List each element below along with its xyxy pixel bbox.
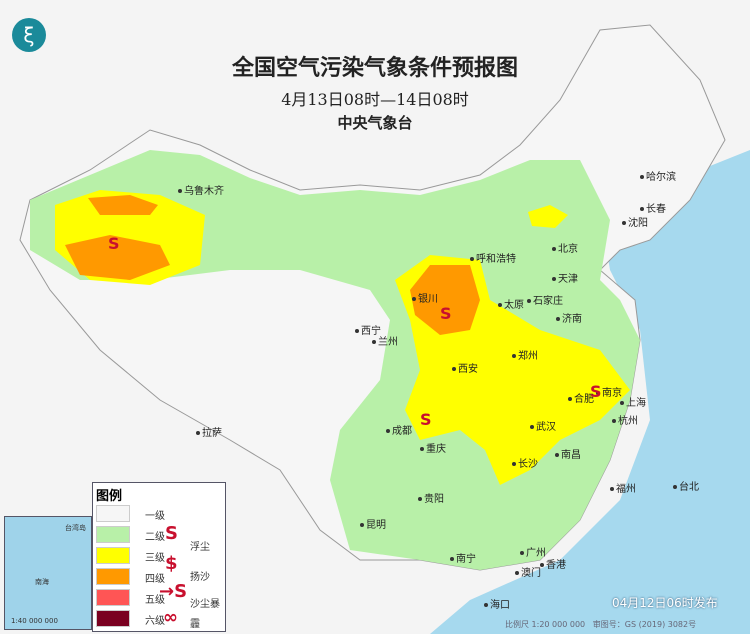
blowing-sand-icon: $ bbox=[165, 553, 178, 574]
city-label: 银川 bbox=[412, 290, 438, 305]
city-label: 武汉 bbox=[530, 418, 556, 433]
legend-level: 二级 bbox=[145, 532, 165, 543]
legend-title: 图例 bbox=[96, 489, 123, 504]
city-label: 郑州 bbox=[512, 347, 538, 362]
city-label: 重庆 bbox=[420, 440, 446, 455]
haze-icon: ∞ bbox=[163, 607, 178, 628]
city-label: 上海 bbox=[620, 394, 646, 409]
sea bbox=[430, 150, 750, 634]
floating-dust-icon: S bbox=[590, 382, 602, 401]
level4-area bbox=[65, 235, 170, 280]
city-label: 贵阳 bbox=[418, 490, 444, 505]
sandstorm-icon: →S bbox=[159, 581, 188, 602]
inset-scale: 1:40 000 000 bbox=[11, 617, 58, 625]
city-label: 合肥 bbox=[568, 390, 594, 405]
cma-logo: ξ bbox=[12, 18, 46, 52]
city-label: 南昌 bbox=[555, 446, 581, 461]
south-china-sea-inset: 南海 台湾岛 1:40 000 000 bbox=[4, 516, 92, 630]
city-label: 长沙 bbox=[512, 455, 538, 470]
city-label: 兰州 bbox=[372, 333, 398, 348]
city-label: 南宁 bbox=[450, 550, 476, 565]
legend-level: 三级 bbox=[145, 553, 165, 564]
level4-swatch bbox=[96, 568, 130, 585]
city-label: 西宁 bbox=[355, 322, 381, 337]
map-scale: 比例尺 1:20 000 000 审图号：GS (2019) 3082号 bbox=[505, 619, 696, 630]
city-label: 天津 bbox=[552, 270, 578, 285]
scale-text: 比例尺 1:20 000 000 bbox=[505, 620, 586, 629]
city-label: 杭州 bbox=[612, 412, 638, 427]
legend-symbol-label: 浮尘 bbox=[190, 542, 210, 553]
city-label: 长春 bbox=[640, 200, 666, 215]
city-label: 南京 bbox=[596, 384, 622, 399]
city-label: 香港 bbox=[540, 556, 566, 571]
city-label: 北京 bbox=[552, 240, 578, 255]
page-title: 全国空气污染气象条件预报图 bbox=[231, 55, 518, 81]
city-label: 乌鲁木齐 bbox=[178, 182, 224, 197]
legend-level: 一级 bbox=[145, 511, 165, 522]
legend: 图例 一级 二级 三级 四级 五级 六级 S $ →S ∞ 浮尘 扬沙 沙尘暴 … bbox=[92, 482, 226, 632]
city-label: 福州 bbox=[610, 480, 636, 495]
map-number: 审图号：GS (2019) 3082号 bbox=[592, 620, 697, 629]
floating-dust-icon: S bbox=[165, 523, 178, 544]
forecast-period: 4月13日08时—14日08时 bbox=[281, 90, 469, 109]
city-label: 石家庄 bbox=[527, 292, 563, 307]
level3-swatch bbox=[96, 547, 130, 564]
city-label: 西安 bbox=[452, 360, 478, 375]
legend-level: 四级 bbox=[145, 574, 165, 585]
level4-area bbox=[410, 265, 480, 335]
city-label: 太原 bbox=[498, 296, 524, 311]
level1-swatch bbox=[96, 505, 130, 522]
issue-time: 04月12日06时发布 bbox=[612, 596, 718, 610]
legend-level: 六级 bbox=[145, 616, 165, 627]
floating-dust-icon: S bbox=[440, 304, 452, 323]
city-label: 昆明 bbox=[360, 516, 386, 531]
floating-dust-icon: S bbox=[420, 410, 432, 429]
issuer: 中央气象台 bbox=[337, 114, 413, 132]
legend-symbol-label: 扬沙 bbox=[190, 572, 210, 583]
legend-level: 五级 bbox=[145, 595, 165, 606]
city-label: 海口 bbox=[484, 596, 510, 611]
level4-area bbox=[88, 195, 158, 215]
level6-swatch bbox=[96, 610, 130, 627]
inset-label: 台湾岛 bbox=[65, 524, 86, 532]
city-label: 广州 bbox=[520, 544, 546, 559]
level3-area bbox=[528, 205, 568, 228]
floating-dust-icon: S bbox=[108, 234, 120, 253]
city-label: 济南 bbox=[556, 310, 582, 325]
level5-swatch bbox=[96, 589, 130, 606]
city-label: 台北 bbox=[673, 478, 699, 493]
legend-symbol-label: 霾 bbox=[190, 619, 200, 630]
inset-label: 南海 bbox=[35, 578, 49, 586]
city-label: 成都 bbox=[386, 422, 412, 437]
city-label: 澳门 bbox=[515, 564, 541, 579]
city-label: 拉萨 bbox=[196, 424, 222, 439]
city-label: 沈阳 bbox=[622, 214, 648, 229]
legend-symbol-label: 沙尘暴 bbox=[190, 599, 220, 610]
city-label: 哈尔滨 bbox=[640, 168, 676, 183]
level2-swatch bbox=[96, 526, 130, 543]
city-label: 呼和浩特 bbox=[470, 250, 516, 265]
